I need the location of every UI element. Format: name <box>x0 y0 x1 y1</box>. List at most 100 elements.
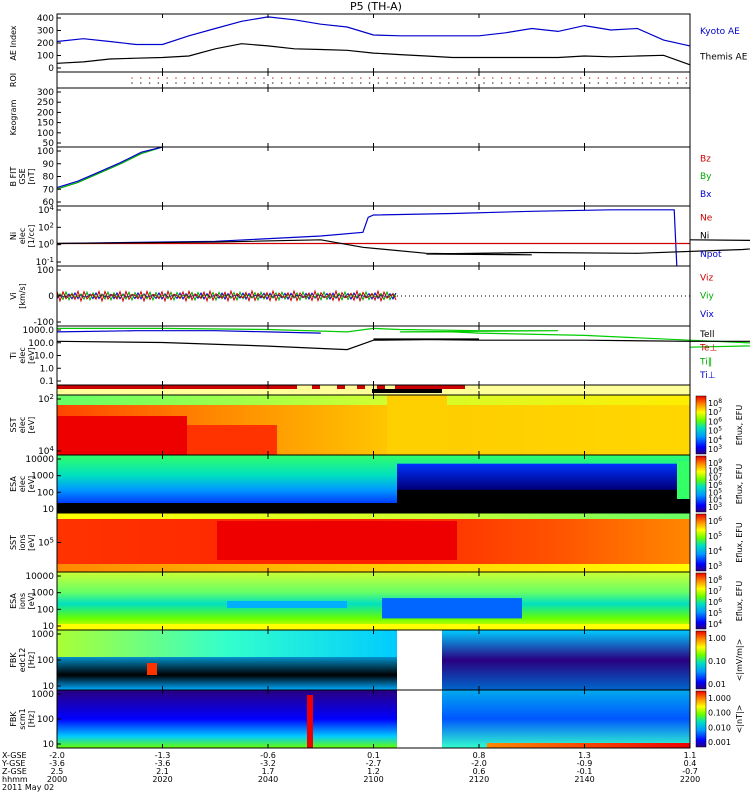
ae-series-themis-ae <box>56 43 691 66</box>
roi-dot <box>474 77 477 79</box>
roi-dot <box>289 82 292 84</box>
roi-dot <box>148 82 151 84</box>
fbk_e-colorbar-label: <|mV/m|> <box>735 639 744 682</box>
x-tick-label-zgse: 2.5 <box>51 767 64 776</box>
roi-dot <box>386 82 389 84</box>
sst_e-colorbar-tick: 108 <box>708 398 722 408</box>
roi-dot <box>518 77 520 79</box>
roi-dot <box>272 77 274 79</box>
roi-dot <box>184 82 186 84</box>
roi-dot <box>236 82 239 84</box>
fbk_e-y-tick-label: 10 <box>43 682 55 692</box>
vi-legend-1: Viy <box>700 292 714 302</box>
esa_i-y-label: ions <box>18 593 27 609</box>
roi-dot <box>571 77 573 79</box>
sst_e-colorbar <box>695 395 707 455</box>
bfit-series-by <box>56 146 163 190</box>
roi-dot <box>131 77 133 79</box>
esa_i-colorbar-tick: 107 <box>708 586 722 596</box>
roi-dot <box>448 77 450 79</box>
fbk_b-colorbar-label: <|nT|> <box>735 705 744 734</box>
fbk_b-colorbar-tick: 0.100 <box>708 709 731 718</box>
roi-dot <box>536 77 538 79</box>
roi-dot <box>527 82 529 84</box>
x-tick-label-zgse: 1.2 <box>367 767 380 776</box>
roi-dot <box>580 82 582 84</box>
roi-dot <box>650 77 652 79</box>
ni-y-tick-label: 100 <box>38 239 54 251</box>
sst_i-colorbar-tick: 106 <box>708 516 722 526</box>
roi-dot <box>588 82 591 84</box>
ni-legend-1: Ni <box>700 232 709 242</box>
bfit-y-tick-label: 80 <box>43 173 55 183</box>
roi-dot <box>254 77 256 79</box>
x-tick-label-hhmm: 2020 <box>152 775 172 784</box>
x-tick-label-hhmm: 2120 <box>469 775 489 784</box>
roi-dot <box>588 77 591 79</box>
roi-dot <box>597 77 600 79</box>
esa_i-colorbar-tick: 106 <box>708 597 722 607</box>
fbk_e-y-label: edc12 <box>18 648 27 673</box>
bfit-y-tick-label: 60 <box>43 198 55 208</box>
roi-dot <box>201 77 204 79</box>
roi-y-label: ROI <box>9 73 18 87</box>
roi-dot <box>641 77 644 79</box>
sst_i-colorbar-tick: 104 <box>708 546 722 556</box>
roi-dot <box>641 82 644 84</box>
x-tick-label-hhmm: 2140 <box>574 775 594 784</box>
roi-dot <box>483 77 485 79</box>
roi-dot <box>307 82 309 84</box>
roi-dot <box>650 82 652 84</box>
sst_e-colorbar-tick: 104 <box>708 435 722 445</box>
esa_i-y-label: ESA <box>9 593 18 609</box>
x-axis-date: 2011 May 02 <box>2 783 54 792</box>
ti-y-tick-label: 1000.0 <box>23 326 55 336</box>
sst_e-y-label: elec <box>18 417 27 433</box>
roi-dot <box>456 82 459 84</box>
esa-elec-dropout <box>57 503 397 513</box>
roi-dot <box>668 82 670 84</box>
roi-dot <box>245 82 248 84</box>
esa_i-y-tick-label: 1000 <box>31 589 54 599</box>
ti-y-tick-label: 1.0 <box>40 364 55 374</box>
keogram-panel-frame <box>56 87 691 148</box>
status-bar-segment <box>337 385 345 389</box>
esa_e-colorbar-tick: 109 <box>708 458 722 468</box>
sst_i-y-label: [eV] <box>27 534 36 551</box>
roi-dot <box>368 82 371 84</box>
roi-dot <box>456 77 459 79</box>
x-axis-row-label: Y-GSE <box>1 759 25 768</box>
ni-series-ni <box>56 239 750 256</box>
roi-dot <box>210 77 212 79</box>
roi-dot <box>316 77 318 79</box>
fbk-b-spike <box>307 695 313 748</box>
fbk_b-y-label: [Hz] <box>27 711 36 727</box>
roi-dot <box>553 77 556 79</box>
roi-dot <box>676 77 679 79</box>
esa-ions-burst <box>382 598 522 619</box>
sst_e-y-tick-label: 104 <box>38 445 54 457</box>
keogram-y-label: Keogram <box>9 99 18 135</box>
roi-dot <box>544 77 547 79</box>
x-tick-label-ygse: -3.2 <box>260 759 276 768</box>
roi-dot <box>192 82 195 84</box>
fbk_b-y-tick-label: 1000 <box>31 690 54 700</box>
x-tick-label-xgse: 0.1 <box>367 751 380 760</box>
ni-y-label: elec <box>18 228 27 244</box>
esa_i-colorbar <box>695 572 707 630</box>
roi-dot <box>580 77 582 79</box>
roi-dot <box>351 82 353 84</box>
roi-dot <box>421 82 424 84</box>
fbk_b-colorbar-tick: 1.000 <box>708 694 731 703</box>
esa_i-y-tick-label: 100 <box>37 605 54 615</box>
ae-y-tick-label: 0 <box>48 64 54 74</box>
roi-dot <box>131 82 133 84</box>
x-tick-label-ygse: 0.4 <box>684 759 697 768</box>
ti-panel-frame <box>56 325 691 386</box>
fbk_e-y-label: FBK <box>9 652 18 668</box>
x-tick-label-hhmm: 2100 <box>363 775 383 784</box>
roi-dot <box>483 82 485 84</box>
roi-dot <box>404 82 406 84</box>
x-axis-row-label: hhmm <box>2 775 28 784</box>
